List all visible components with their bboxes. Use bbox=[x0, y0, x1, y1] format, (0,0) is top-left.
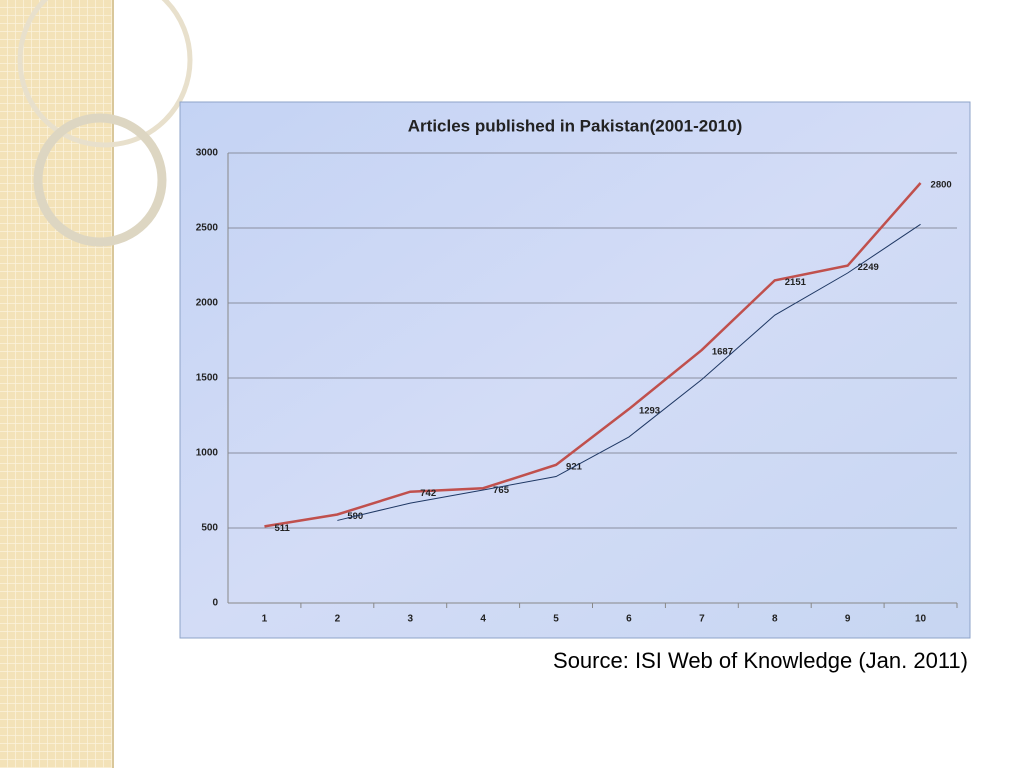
y-tick-label: 1000 bbox=[196, 448, 219, 459]
data-label: 742 bbox=[420, 488, 436, 499]
data-label: 2151 bbox=[785, 277, 807, 288]
decor-ring bbox=[33, 113, 167, 247]
source-note: Source: ISI Web of Knowledge (Jan. 2011) bbox=[553, 648, 968, 673]
x-tick-label: 5 bbox=[553, 614, 559, 625]
x-tick-label: 10 bbox=[915, 614, 927, 625]
x-tick-label: 7 bbox=[699, 614, 705, 625]
y-tick-label: 2000 bbox=[196, 298, 219, 309]
data-label: 1687 bbox=[712, 346, 733, 357]
data-label: 2249 bbox=[858, 262, 879, 273]
x-tick-label: 8 bbox=[772, 614, 778, 625]
x-tick-label: 2 bbox=[335, 614, 341, 625]
y-tick-label: 1500 bbox=[196, 373, 219, 384]
x-tick-label: 1 bbox=[262, 614, 268, 625]
decor-ring bbox=[17, 0, 193, 148]
data-label: 2800 bbox=[931, 180, 952, 191]
x-tick-label: 9 bbox=[845, 614, 851, 625]
series-line bbox=[337, 223, 921, 521]
y-tick-label: 3000 bbox=[196, 148, 219, 159]
data-label: 1293 bbox=[639, 406, 660, 417]
x-tick-label: 4 bbox=[480, 614, 486, 625]
x-tick-label: 3 bbox=[407, 614, 413, 625]
data-label: 511 bbox=[274, 523, 290, 534]
data-label: 765 bbox=[493, 485, 510, 496]
chart-area bbox=[179, 101, 971, 639]
y-tick-label: 0 bbox=[212, 598, 218, 609]
series-line bbox=[264, 182, 922, 528]
y-tick-label: 500 bbox=[201, 523, 218, 534]
chart-title: Articles published in Pakistan(2001-2010… bbox=[408, 116, 742, 135]
x-tick-label: 6 bbox=[626, 614, 632, 625]
y-tick-label: 2500 bbox=[196, 223, 219, 234]
